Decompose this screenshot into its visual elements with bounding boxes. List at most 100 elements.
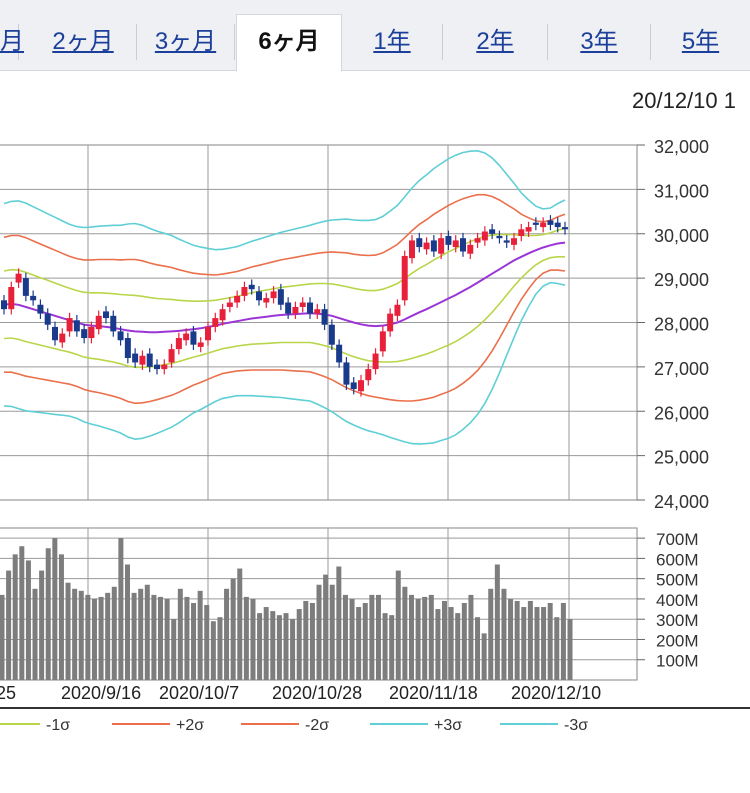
volume-bar <box>65 582 71 680</box>
volume-bar <box>336 566 342 680</box>
legend-label: +2σ <box>176 717 204 734</box>
legend-label: -3σ <box>564 717 588 734</box>
candle-body <box>81 329 88 339</box>
volume-bar <box>111 586 117 680</box>
candle-body <box>212 318 219 327</box>
tab-3-months[interactable]: 3ヶ月 <box>137 24 235 60</box>
legend-label: -2σ <box>305 717 329 734</box>
volume-bar <box>124 564 130 680</box>
tab-2-months[interactable]: 2ヶ月 <box>30 24 137 60</box>
volume-bar <box>12 554 18 680</box>
volume-bar <box>197 590 203 680</box>
plus-3-sigma-line <box>3 149 566 251</box>
price-tick-label: 30,000 <box>654 226 709 246</box>
tab-6-months[interactable]: 6ヶ月 <box>236 14 342 72</box>
volume-bar <box>191 602 197 680</box>
volume-bar <box>171 619 177 680</box>
volume-bars <box>0 538 573 680</box>
volume-bar <box>389 615 395 680</box>
candle-body <box>66 318 73 332</box>
volume-bar <box>448 607 454 680</box>
candle-body <box>263 298 270 303</box>
volume-bar <box>501 588 507 680</box>
candle-body <box>103 311 109 319</box>
candle-body <box>248 284 255 290</box>
volume-bar <box>144 584 150 680</box>
volume-bar <box>382 613 388 680</box>
plus-1-sigma-line <box>3 227 566 303</box>
price-tick-label: 29,000 <box>654 270 709 290</box>
candle-body <box>161 364 168 370</box>
tab-5-years[interactable]: 5年 <box>681 28 720 55</box>
volume-bar <box>45 548 51 680</box>
volume-bar <box>442 600 448 680</box>
volume-bar <box>375 594 381 680</box>
candle-body <box>365 369 372 381</box>
minus-3-sigma-line <box>3 281 566 445</box>
volume-bar <box>105 592 111 680</box>
candle-body <box>299 302 306 307</box>
candle-body <box>15 273 22 283</box>
volume-bar <box>323 574 329 680</box>
date-tick-label: 2020/11/18 <box>389 683 478 703</box>
candle-body <box>518 229 525 236</box>
candle-body <box>52 326 58 341</box>
volume-bar <box>32 588 38 680</box>
candle-body <box>205 326 211 341</box>
volume-bar <box>177 588 183 680</box>
tab-1-year[interactable]: 1年 <box>342 24 443 60</box>
volume-bar <box>0 594 5 680</box>
volume-bar <box>131 592 137 680</box>
volume-bar <box>508 598 514 680</box>
plus-2-sigma-line <box>3 193 566 276</box>
bollinger-bands <box>3 149 566 445</box>
date-tick-label: 2020/10/28 <box>272 683 362 703</box>
volume-bar <box>541 607 547 680</box>
volume-bar <box>164 598 170 680</box>
candle-body <box>270 291 277 299</box>
minus-1-sigma-line <box>3 255 565 369</box>
volume-bar <box>521 607 527 680</box>
volume-tick-label: 600M <box>656 550 699 569</box>
candle-body <box>1 300 7 310</box>
volume-bar <box>560 602 566 680</box>
volume-bar <box>91 598 97 680</box>
candle-body <box>139 355 146 365</box>
tab-3-years[interactable]: 3年 <box>548 24 651 60</box>
price-tick-label: 31,000 <box>654 181 709 201</box>
date-tick-label: 2020/12/10 <box>511 683 601 703</box>
candle-body <box>379 331 386 352</box>
candle-body <box>124 338 131 358</box>
candle-body <box>219 309 226 321</box>
tab-2-years[interactable]: 2年 <box>443 24 548 60</box>
legend-label: -1σ <box>46 717 70 734</box>
candle-body <box>358 380 364 392</box>
date-tick-label: 25 <box>0 683 16 703</box>
candle-body <box>241 287 248 296</box>
candlesticks <box>1 215 568 397</box>
volume-bar <box>475 617 481 680</box>
volume-bar <box>481 633 487 680</box>
date-tick-label: 2020/10/7 <box>159 683 239 703</box>
candle-body <box>562 227 568 230</box>
volume-bar <box>290 619 296 680</box>
candle-body <box>285 302 292 314</box>
candle-body <box>95 315 102 330</box>
candle-body <box>277 289 284 305</box>
volume-bar <box>257 613 263 680</box>
candle-body <box>183 333 190 341</box>
volume-bar <box>488 588 494 680</box>
volume-bar <box>276 615 282 680</box>
candle-body <box>489 229 496 234</box>
volume-bar <box>415 598 421 680</box>
candle-body <box>117 331 124 341</box>
volume-bar <box>230 578 236 680</box>
volume-bar <box>118 538 124 680</box>
volume-bar <box>527 600 533 680</box>
candle-body <box>350 382 357 390</box>
volume-bar <box>514 600 520 680</box>
candle-body <box>496 235 503 239</box>
price-tick-label: 26,000 <box>654 403 709 423</box>
price-tick-label: 24,000 <box>654 492 709 512</box>
